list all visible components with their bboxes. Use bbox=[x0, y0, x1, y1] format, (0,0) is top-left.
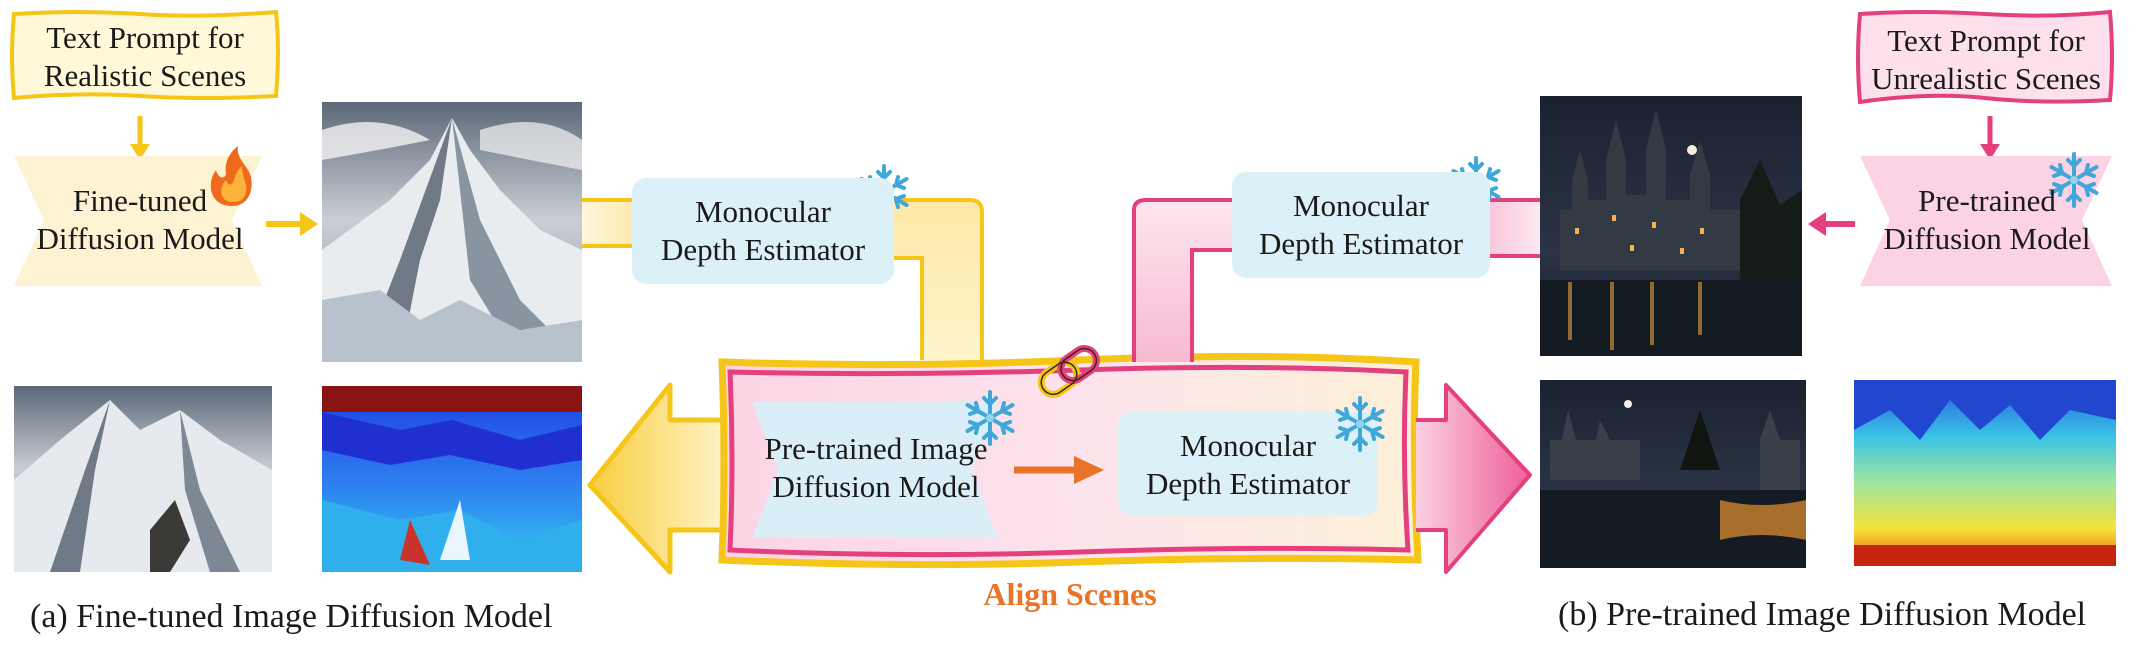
right-depth-estimator: Monocular Depth Estimator bbox=[1232, 172, 1490, 278]
left-depth-pipe bbox=[892, 200, 982, 360]
right-prompt: Text Prompt for Unrealistic Scenes bbox=[1860, 20, 2112, 100]
right-model-line-1: Pre-trained bbox=[1918, 183, 2056, 218]
right-prompt-line-1: Text Prompt for bbox=[1887, 23, 2085, 58]
chain-link-icon bbox=[1037, 345, 1100, 398]
left-model-shape bbox=[14, 156, 262, 286]
center-model-line-2: Diffusion Model bbox=[772, 469, 980, 504]
mountain-depth-map bbox=[322, 386, 582, 572]
arrow-down-left bbox=[130, 144, 150, 160]
left-caption: (a) Fine-tuned Image Diffusion Model bbox=[30, 598, 553, 635]
center-model-shape bbox=[752, 402, 998, 538]
right-depth-line-2: Depth Estimator bbox=[1258, 226, 1464, 261]
left-depth-estimator: Monocular Depth Estimator bbox=[632, 178, 894, 284]
align-scenes-label: Align Scenes bbox=[983, 576, 1157, 612]
center-depth-box bbox=[1118, 412, 1378, 516]
right-prompt-box bbox=[1856, 9, 2114, 105]
castle-image bbox=[1540, 96, 1802, 356]
center-depth-line-1: Monocular bbox=[1179, 428, 1316, 463]
right-model-line-2: Diffusion Model bbox=[1883, 221, 2091, 256]
left-model-line-1: Fine-tuned bbox=[72, 183, 208, 218]
left-prompt-box bbox=[10, 9, 280, 101]
center-depth-line-2: Depth Estimator bbox=[1145, 466, 1351, 501]
right-depth-line-1: Monocular bbox=[1292, 188, 1429, 223]
left-prompt-line-1: Text Prompt for bbox=[46, 20, 244, 55]
arrow-down-right bbox=[1980, 144, 2000, 160]
castle-crop-image bbox=[1540, 380, 1806, 568]
right-depth-pipe bbox=[1134, 200, 1232, 362]
left-model: Fine-tuned Diffusion Model bbox=[20, 180, 260, 260]
right-caption: (b) Pre-trained Image Diffusion Model bbox=[1558, 596, 2087, 633]
right-model-shape bbox=[1860, 156, 2112, 286]
center-model-line-1: Pre-trained Image bbox=[764, 431, 988, 466]
mountain-crop-image bbox=[14, 386, 272, 572]
mountain-image bbox=[322, 102, 582, 362]
left-prompt: Text Prompt for Realistic Scenes bbox=[14, 16, 276, 98]
center-depth: Monocular Depth Estimator bbox=[1118, 424, 1378, 506]
left-depth-line-1: Monocular bbox=[694, 194, 831, 229]
fire-icon bbox=[210, 146, 252, 206]
right-prompt-line-2: Unrealistic Scenes bbox=[1871, 61, 2101, 96]
left-depth-line-2: Depth Estimator bbox=[660, 232, 866, 267]
castle-depth-map bbox=[1854, 380, 2116, 566]
right-model: Pre-trained Diffusion Model bbox=[1870, 180, 2104, 260]
center-model: Pre-trained Image Diffusion Model bbox=[760, 428, 992, 508]
center-arrow bbox=[1074, 456, 1104, 484]
left-prompt-line-2: Realistic Scenes bbox=[43, 58, 247, 93]
left-model-line-2: Diffusion Model bbox=[36, 221, 244, 256]
